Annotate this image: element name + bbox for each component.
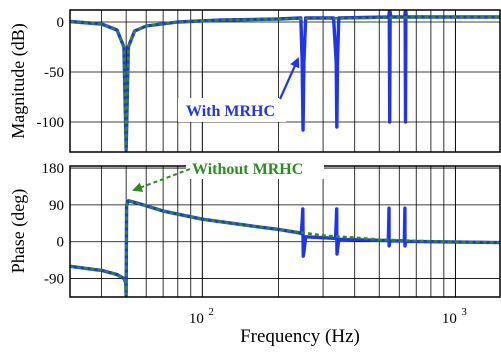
magnitude-frame	[69, 9, 501, 153]
with-mrhc-label: With MRHC	[186, 103, 275, 120]
without-mrhc-label-bg	[186, 157, 324, 179]
y-tick-label: -50	[44, 65, 64, 81]
x-tick-exponent: 3	[461, 306, 467, 318]
without-mrhc-arrow	[132, 168, 191, 192]
without-mrhc-label: Without MRHC	[192, 161, 303, 178]
x-tick-label: 10	[189, 311, 204, 327]
magnitude-grid	[69, 10, 500, 152]
y-tick-label: 0	[57, 235, 65, 251]
phase-y-ticks: 180 90 0 -90	[42, 161, 65, 288]
phase-x-ticks: 10 2 10 3	[189, 306, 468, 327]
y-tick-label: 90	[49, 198, 64, 214]
x-tick-label: 10	[442, 311, 457, 327]
with-mrhc-label-bg	[178, 98, 286, 122]
phase-panel: 180 90 0 -90 10 2 10 3 Phase (deg) Frequency (…	[8, 161, 501, 347]
y-tick-label: 0	[57, 15, 65, 31]
phase-ylabel: Phase (deg)	[8, 189, 29, 273]
magnitude-panel: 0 -50 -100 Magnitude (dB)	[8, 9, 501, 153]
with-mrhc-annotation: With MRHC	[178, 57, 300, 122]
series-without-mrhc-phase	[70, 199, 500, 295]
magnitude-y-ticks: 0 -50 -100	[37, 15, 65, 131]
magnitude-ylabel: Magnitude (dB)	[8, 23, 29, 138]
x-tick-exponent: 2	[208, 306, 214, 318]
without-mrhc-annotation: Without MRHC	[132, 157, 324, 192]
series-without-mrhc-magnitude	[70, 15, 500, 151]
with-mrhc-arrow	[278, 57, 300, 100]
y-tick-label: -100	[37, 115, 65, 131]
frequency-xlabel: Frequency (Hz)	[240, 326, 360, 347]
series-with-mrhc-phase	[70, 199, 500, 297]
y-tick-label: 180	[42, 161, 65, 177]
y-tick-label: -90	[44, 272, 64, 288]
